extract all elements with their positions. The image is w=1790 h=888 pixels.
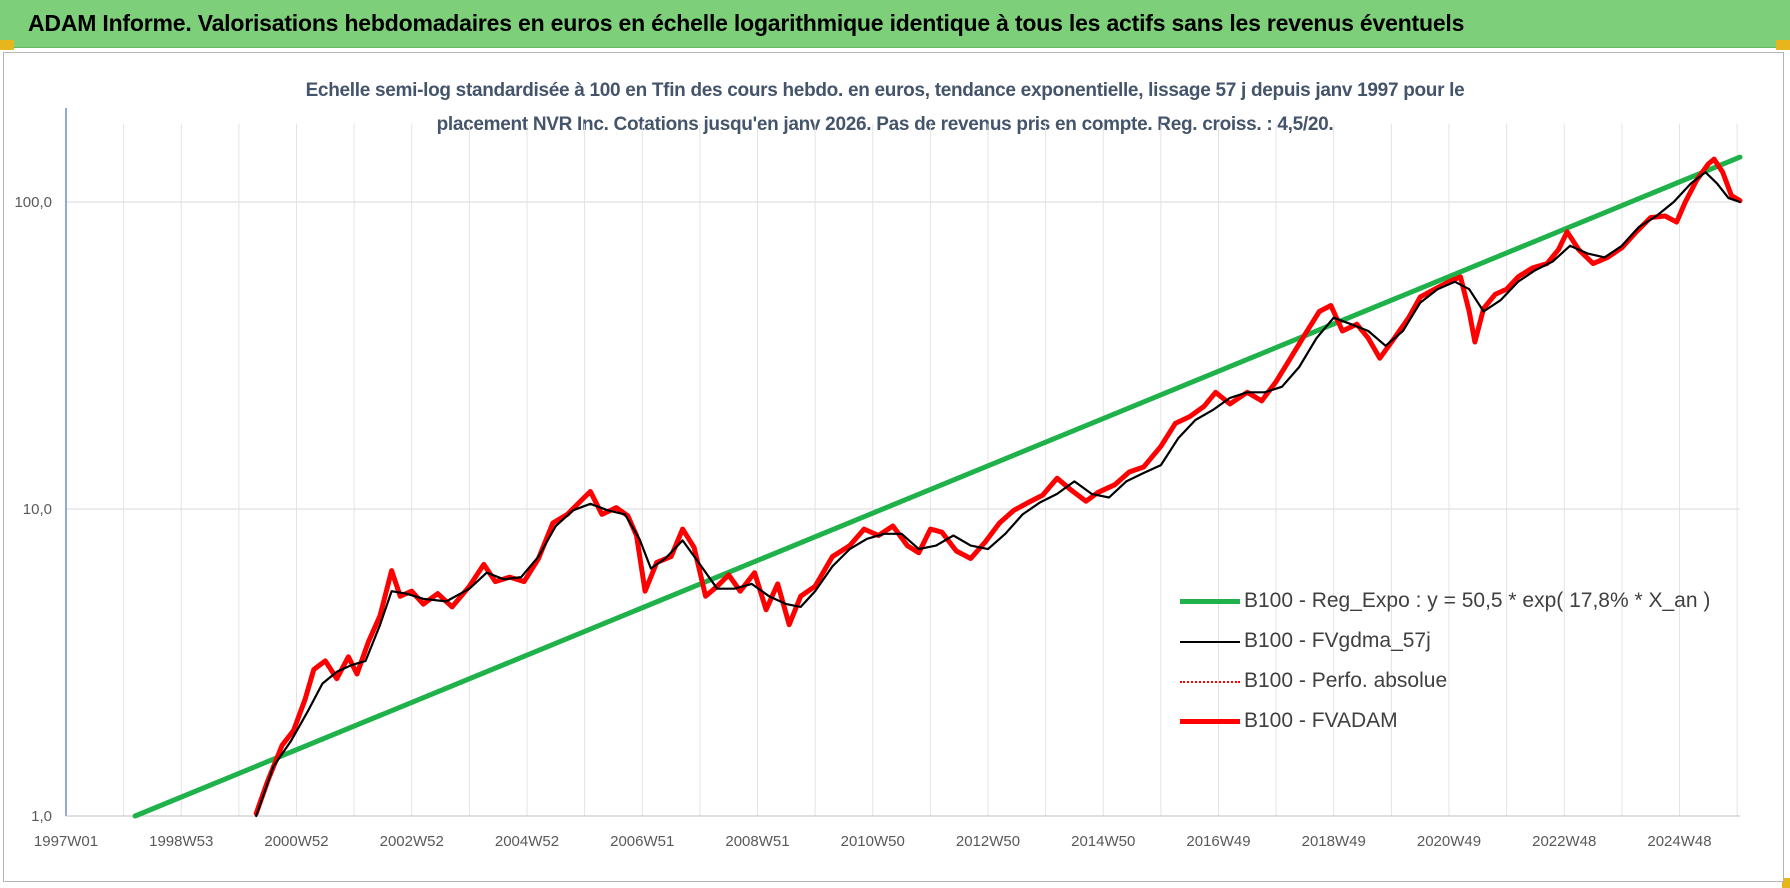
header-banner: ADAM Informe. Valorisations hebdomadaire… (0, 0, 1790, 48)
x-tick-label: 1997W01 (34, 833, 98, 850)
legend-label-fvadam: B100 - FVADAM (1244, 709, 1398, 732)
x-tick-label: 2008W51 (725, 833, 789, 850)
chart-title-line-2: placement NVR Inc. Cotations jusqu'en ja… (436, 114, 1334, 135)
legend-label-fvgdma: B100 - FVgdma_57j (1244, 629, 1431, 652)
series-line-3 (253, 156, 1743, 816)
axes (65, 108, 1740, 817)
x-tick-label: 2018W49 (1302, 833, 1366, 850)
series-group (132, 154, 1743, 819)
x-tick-label: 2020W49 (1417, 833, 1481, 850)
y-tick-label: 100,0 (14, 194, 52, 211)
x-tick-label: 2022W48 (1532, 833, 1596, 850)
corner-marker-bottom-right (1782, 878, 1790, 888)
series-line-0 (132, 154, 1743, 819)
series-line-1 (255, 171, 1742, 818)
legend-swatch-reg-expo (1180, 599, 1240, 604)
x-tick-label: 2010W50 (841, 833, 905, 850)
tick-labels: 1,0 10,0 100,0 1997W01 1998W53 2000W52 2002W52… (14, 194, 1711, 850)
y-tick-label: 1,0 (31, 808, 52, 825)
corner-marker-left (0, 40, 14, 50)
page-title: ADAM Informe. Valorisations hebdomadaire… (28, 10, 1465, 36)
chart-title: Echelle semi-log standardisée à 100 en T… (160, 74, 1610, 142)
x-tick-label: 2006W51 (610, 833, 674, 850)
chart-frame (3, 52, 1784, 882)
y-tick-label: 10,0 (23, 501, 52, 518)
x-tick-label: 2014W50 (1071, 833, 1135, 850)
x-tick-label: 2000W52 (264, 833, 328, 850)
corner-marker-right (1776, 40, 1790, 50)
legend-swatch-fvadam (1180, 719, 1240, 724)
legend-label-perfo-absolue: B100 - Perfo. absolue (1244, 669, 1448, 692)
x-tick-label: 2024W48 (1647, 833, 1711, 850)
chart-title-line-1: Echelle semi-log standardisée à 100 en T… (305, 80, 1465, 101)
legend-swatch-fvgdma (1180, 641, 1240, 643)
x-tick-label: 2002W52 (380, 833, 444, 850)
grid (65, 123, 1740, 817)
x-tick-label: 1998W53 (149, 833, 213, 850)
legend-swatch-perfo-absolue (1180, 681, 1240, 683)
legend-label-reg-expo: B100 - Reg_Expo : y = 50,5 * exp( 17,8% … (1244, 589, 1711, 612)
x-tick-label: 2012W50 (956, 833, 1020, 850)
x-tick-label: 2004W52 (495, 833, 559, 850)
x-tick-label: 2016W49 (1186, 833, 1250, 850)
